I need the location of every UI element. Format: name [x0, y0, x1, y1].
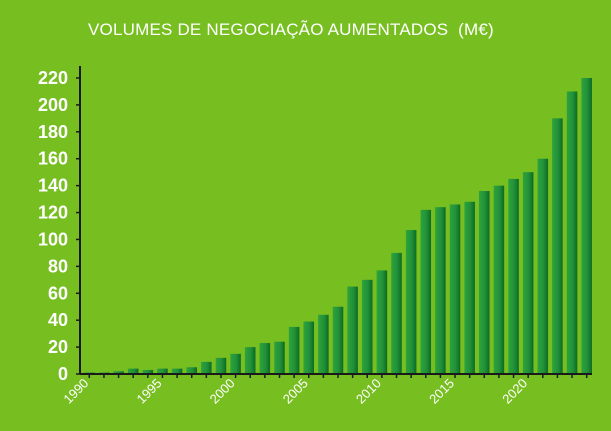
x-tick-label: 2020 — [499, 376, 530, 407]
bar-2018 — [493, 185, 505, 374]
y-tick-label: 120 — [38, 203, 68, 223]
y-tick-label: 80 — [48, 256, 68, 276]
bar-2000 — [230, 353, 241, 374]
bar-1992 — [113, 371, 124, 374]
bar-1997 — [186, 367, 197, 374]
y-tick-label: 100 — [38, 229, 68, 249]
bar-2015 — [449, 204, 461, 374]
bar-2011 — [391, 252, 402, 374]
bar-2014 — [435, 207, 446, 374]
bar-2017 — [479, 191, 490, 374]
x-tick-label: 2015 — [426, 376, 457, 407]
x-axis-ticks: 1990 1995 2000 2005 2010 2015 2020 — [60, 376, 530, 407]
y-tick-label: 140 — [38, 176, 68, 196]
bar-2016 — [464, 201, 475, 374]
bar-1999 — [215, 357, 227, 374]
bar-2020 — [522, 172, 534, 374]
bar-2019 — [508, 178, 519, 374]
x-tick-label: 2010 — [353, 376, 384, 407]
bar-2012 — [405, 230, 417, 374]
y-tick-label: 180 — [38, 122, 68, 142]
bar-2005 — [303, 321, 315, 374]
bar-2004 — [288, 326, 300, 374]
y-tick-label: 60 — [48, 283, 68, 303]
bar-2023 — [566, 91, 578, 374]
bar-1995 — [157, 368, 168, 374]
bar-2006 — [318, 314, 329, 374]
bar-2008 — [347, 286, 358, 374]
bar-series — [84, 78, 592, 378]
y-tick-label: 160 — [38, 149, 68, 169]
bar-1996 — [171, 368, 183, 374]
bar-2022 — [552, 118, 563, 374]
y-tick-label: 40 — [48, 310, 68, 330]
y-tick-label: 200 — [38, 95, 68, 115]
bar-2003 — [274, 341, 285, 374]
bar-2021 — [537, 158, 549, 374]
bar-2013 — [420, 209, 432, 374]
bar-2024 — [581, 78, 592, 374]
y-axis-ticks: 0 20 40 60 80 100 120 140 160 180 200 220 — [38, 68, 80, 384]
bar-1998 — [201, 361, 212, 374]
bar-1993 — [127, 368, 139, 374]
bar-1994 — [142, 369, 154, 374]
bar-2002 — [259, 343, 271, 374]
bar-2009 — [361, 279, 373, 374]
y-tick-label: 0 — [58, 364, 68, 384]
bar-2010 — [376, 270, 388, 374]
chart-title: VOLUMES DE NEGOCIAÇÃO AUMENTADOS (M€) — [88, 20, 494, 39]
x-tick-label: 2005 — [280, 376, 311, 407]
y-tick-label: 220 — [38, 68, 68, 88]
bar-2001 — [244, 347, 256, 374]
bar-2007 — [332, 306, 344, 374]
x-tick-label: 2000 — [207, 376, 238, 407]
y-tick-label: 20 — [48, 337, 68, 357]
x-tick-label: 1995 — [134, 376, 165, 407]
